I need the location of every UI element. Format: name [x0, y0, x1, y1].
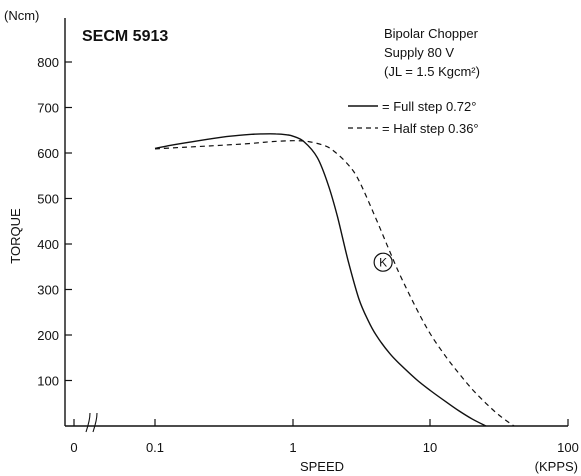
y-unit-label: (Ncm)	[4, 8, 39, 23]
annotation-label: K	[379, 256, 387, 270]
x-tick-label: 1	[289, 440, 296, 455]
axes	[64, 18, 568, 433]
condition-line-1: Bipolar Chopper	[384, 26, 479, 41]
x-tick-label: 0.1	[146, 440, 164, 455]
legend-label-full-step: = Full step 0.72°	[382, 99, 476, 114]
y-tick-label: 500	[37, 192, 59, 207]
x-tick-label: 0	[70, 440, 77, 455]
x-tick-label: 100	[557, 440, 579, 455]
y-tick-label: 800	[37, 55, 59, 70]
annotations: K	[373, 252, 393, 272]
y-tick-label: 200	[37, 328, 59, 343]
x-unit-label: (KPPS)	[535, 459, 578, 474]
y-tick-label: 300	[37, 283, 59, 298]
y-tick-label: 600	[37, 146, 59, 161]
plot-area	[154, 133, 515, 427]
chart-title: SECM 5913	[82, 28, 168, 45]
legend: = Full step 0.72° = Half step 0.36°	[348, 99, 479, 136]
legend-label-half-step: = Half step 0.36°	[382, 121, 479, 136]
x-tick-label: 10	[423, 440, 437, 455]
y-ticks: 100 200 300 400 500 600 700 800	[37, 55, 72, 389]
condition-line-3: (JL = 1.5 Kgcm²)	[384, 64, 480, 79]
half-step-curve	[154, 140, 515, 427]
y-tick-label: 400	[37, 237, 59, 252]
condition-line-2: Supply 80 V	[384, 45, 454, 60]
full-step-curve	[154, 133, 487, 427]
annotation-circle	[373, 252, 393, 272]
x-axis-label: SPEED	[300, 459, 344, 474]
y-axis-label: TORQUE	[8, 208, 23, 264]
x-ticks: 0 0.1 1 10 100	[70, 419, 579, 455]
y-tick-label: 700	[37, 101, 59, 116]
y-tick-label: 100	[37, 374, 59, 389]
axis-break-mark	[85, 412, 98, 433]
